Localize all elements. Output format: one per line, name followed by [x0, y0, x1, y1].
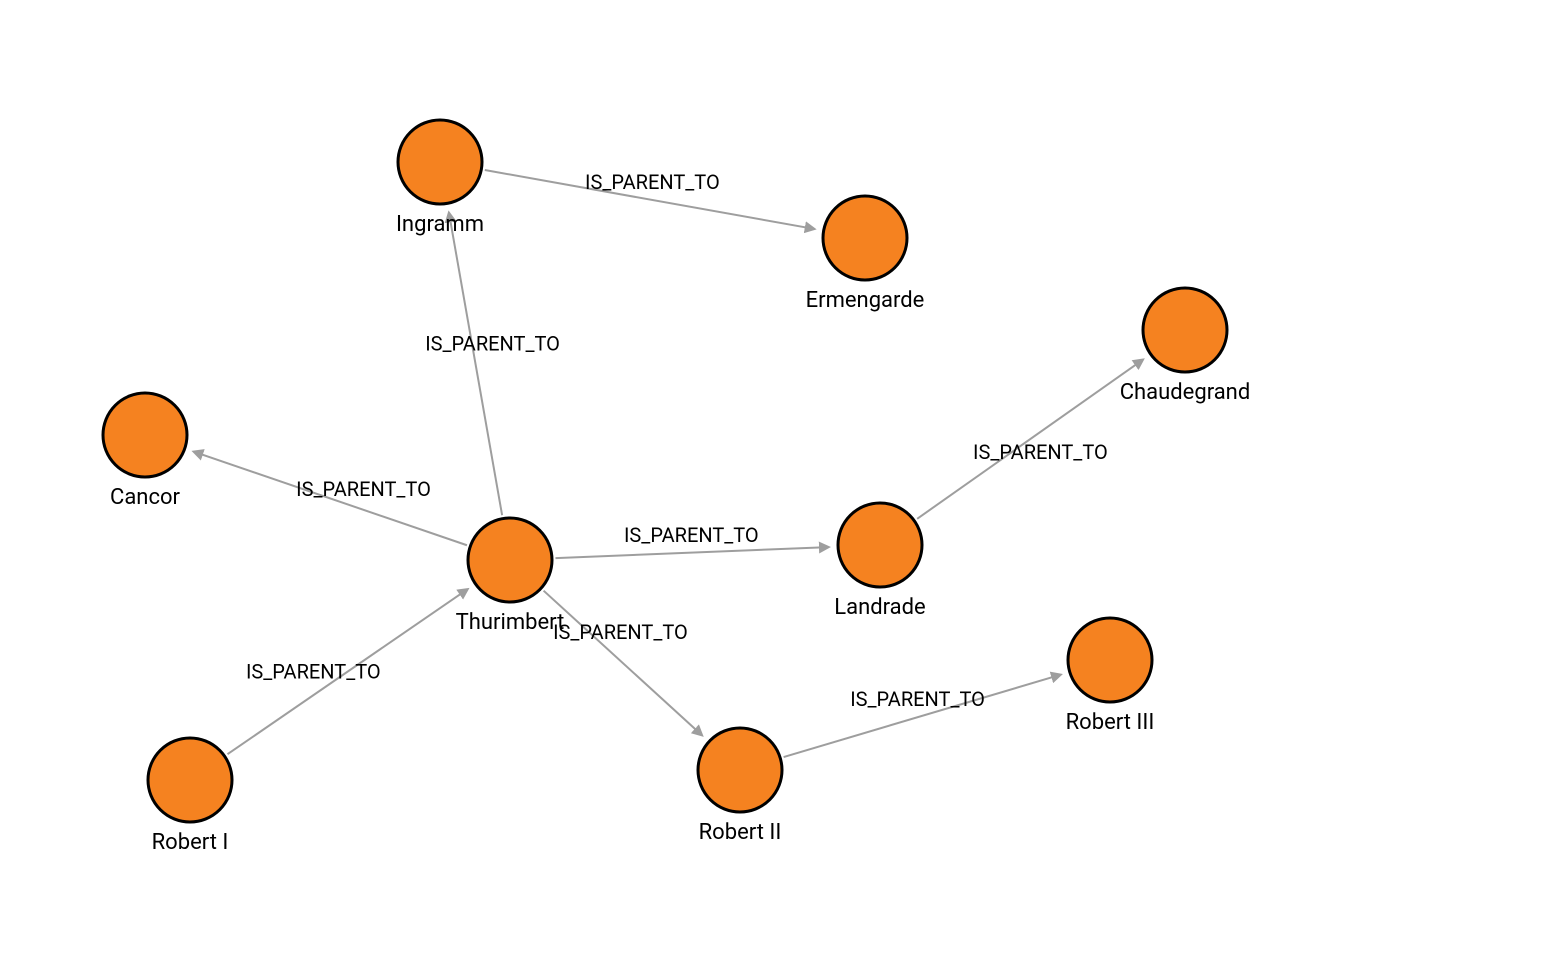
- graph-node[interactable]: Robert II: [698, 728, 782, 845]
- edge-label: IS_PARENT_TO: [624, 523, 759, 547]
- edge-label: IS_PARENT_TO: [425, 332, 560, 356]
- node-label: Robert I: [152, 830, 229, 855]
- edge-label: IS_PARENT_TO: [553, 620, 688, 644]
- edge-label: IS_PARENT_TO: [585, 170, 720, 194]
- node-label: Robert III: [1066, 710, 1155, 735]
- edge-label: IS_PARENT_TO: [246, 660, 381, 684]
- node-label: Landrade: [834, 595, 925, 620]
- graph-node[interactable]: Chaudegrand: [1120, 288, 1251, 405]
- graph-node[interactable]: Robert III: [1066, 618, 1155, 735]
- graph-node[interactable]: Cancor: [103, 393, 187, 510]
- edge-line: [555, 547, 828, 558]
- graph-node[interactable]: Robert I: [148, 738, 232, 855]
- edge-label: IS_PARENT_TO: [296, 477, 431, 501]
- node-label: Cancor: [110, 485, 180, 510]
- edge-label: IS_PARENT_TO: [850, 687, 985, 711]
- edge-line: [544, 591, 702, 736]
- node-circle[interactable]: [148, 738, 232, 822]
- graph-node[interactable]: Ermengarde: [806, 196, 925, 313]
- node-circle[interactable]: [103, 393, 187, 477]
- edge-line: [449, 213, 502, 515]
- node-label: Thurimbert: [456, 610, 565, 635]
- node-circle[interactable]: [838, 503, 922, 587]
- node-circle[interactable]: [698, 728, 782, 812]
- node-label: Chaudegrand: [1120, 380, 1251, 405]
- node-circle[interactable]: [1068, 618, 1152, 702]
- network-graph: IS_PARENT_TO IS_PARENT_TO IS_PARENT_TO IS_P…: [0, 0, 1551, 974]
- node-label: Ingramm: [396, 212, 484, 237]
- node-label: Robert II: [699, 820, 782, 845]
- node-circle[interactable]: [823, 196, 907, 280]
- edge-label: IS_PARENT_TO: [973, 440, 1108, 464]
- edge-line: [917, 360, 1143, 519]
- graph-node[interactable]: Ingramm: [396, 120, 484, 237]
- nodes-layer: Ingramm Ermengarde Chaudegrand Cancor Thurim…: [103, 120, 1250, 855]
- node-circle[interactable]: [1143, 288, 1227, 372]
- graph-node[interactable]: Thurimbert: [456, 518, 565, 635]
- node-label: Ermengarde: [806, 288, 925, 313]
- node-circle[interactable]: [398, 120, 482, 204]
- graph-node[interactable]: Landrade: [834, 503, 925, 620]
- edges-layer: IS_PARENT_TO IS_PARENT_TO IS_PARENT_TO IS_P…: [194, 170, 1143, 757]
- node-circle[interactable]: [468, 518, 552, 602]
